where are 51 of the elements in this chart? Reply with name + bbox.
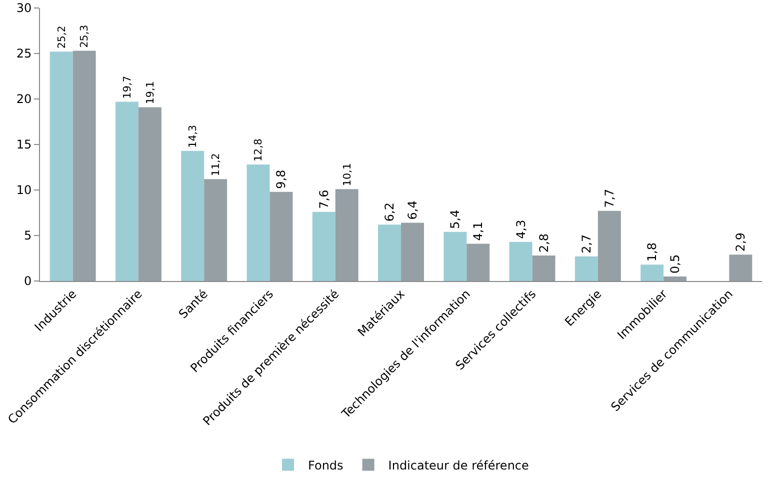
- data-label: 10,1: [341, 163, 354, 186]
- bar: [312, 212, 336, 281]
- data-label: 11,2: [210, 153, 222, 176]
- data-label: 7,6: [316, 190, 331, 209]
- data-label: 19,1: [144, 81, 156, 104]
- data-label: 25,3: [78, 24, 91, 48]
- data-label: 2,8: [536, 233, 551, 253]
- data-label: 6,2: [382, 202, 397, 222]
- bar: [640, 264, 664, 281]
- y-tick-label: 5: [24, 228, 32, 243]
- data-label: 25,2: [56, 26, 68, 49]
- bar: [115, 102, 138, 281]
- bar: [246, 164, 270, 281]
- bar: [729, 254, 752, 281]
- bar: [664, 276, 687, 281]
- bar: [50, 52, 73, 281]
- data-label: 14,3: [187, 124, 200, 148]
- data-label: 12,8: [252, 138, 265, 162]
- bar: [138, 107, 162, 281]
- bar: [598, 210, 621, 281]
- data-label: 2,9: [734, 232, 748, 252]
- bar: [270, 192, 293, 281]
- data-label: 4,3: [514, 220, 528, 239]
- y-tick-label: 15: [16, 138, 32, 152]
- data-label: 0,5: [668, 254, 682, 274]
- data-label: 6,4: [405, 200, 420, 220]
- data-label: 7,7: [602, 188, 616, 208]
- y-tick-label: 20: [16, 92, 32, 106]
- data-label: 1,8: [645, 242, 660, 262]
- data-label: 19,7: [121, 76, 134, 99]
- legend-label: Fonds: [308, 458, 344, 472]
- bar: [72, 50, 96, 281]
- data-label: 4,1: [471, 222, 486, 241]
- data-label: 9,8: [274, 170, 288, 189]
- y-tick-label: 0: [24, 274, 32, 288]
- bar: [204, 179, 228, 281]
- bar: [532, 256, 556, 281]
- bar: [574, 256, 598, 281]
- bar: [509, 242, 532, 281]
- y-tick-label: 30: [16, 1, 32, 16]
- y-tick-label: 25: [16, 46, 32, 61]
- bar: [378, 224, 401, 281]
- y-tick-label: 10: [16, 183, 32, 198]
- bar: [335, 189, 358, 281]
- legend-label: Indicateur de référence: [388, 458, 529, 472]
- bar: [181, 150, 204, 281]
- bar: [466, 244, 490, 281]
- bar: [444, 232, 467, 281]
- data-label: 2,7: [579, 234, 594, 254]
- data-label: 5,4: [448, 210, 462, 229]
- bar: [401, 222, 424, 281]
